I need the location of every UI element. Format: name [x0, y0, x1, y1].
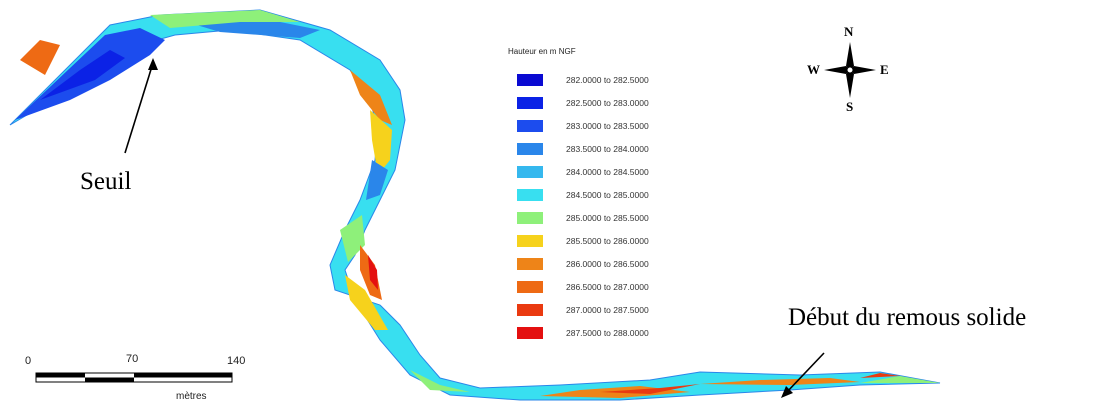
scale-tick-140: 140: [227, 355, 246, 367]
legend-swatch: [517, 212, 543, 224]
compass-east: E: [880, 62, 889, 77]
legend-label: 287.0000 to 287.5000: [566, 305, 649, 315]
remous-label: Début du remous solide: [788, 304, 1027, 331]
legend-swatch: [517, 327, 543, 339]
legend-label: 286.5000 to 287.0000: [566, 282, 649, 292]
legend-entry: 287.0000 to 287.5000: [517, 304, 717, 316]
legend-entry: 284.0000 to 284.5000: [517, 166, 717, 178]
legend-label: 286.0000 to 286.5000: [566, 259, 649, 269]
legend-swatch: [517, 120, 543, 132]
legend-swatch: [517, 304, 543, 316]
legend-entry: 282.5000 to 283.0000: [517, 97, 717, 109]
compass-south: S: [846, 99, 854, 114]
scale-bar: [35, 372, 233, 383]
legend-label: 282.5000 to 283.0000: [566, 98, 649, 108]
legend-label: 284.0000 to 284.5000: [566, 167, 649, 177]
legend-title: Hauteur en m NGF: [508, 47, 576, 56]
legend-entry: 283.0000 to 283.5000: [517, 120, 717, 132]
legend-swatch: [517, 166, 543, 178]
compass-north: N: [844, 24, 854, 39]
legend-label: 285.0000 to 285.5000: [566, 213, 649, 223]
legend-label: 284.5000 to 285.0000: [566, 190, 649, 200]
legend-label: 283.0000 to 283.5000: [566, 121, 649, 131]
legend-swatch: [517, 281, 543, 293]
scale-tick-0: 0: [25, 355, 32, 367]
remous-arrow: [785, 352, 825, 394]
seuil-label: Seuil: [80, 168, 132, 195]
legend-entry: 283.5000 to 284.0000: [517, 143, 717, 155]
legend-entry: 285.0000 to 285.5000: [517, 212, 717, 224]
legend-entry: 287.5000 to 288.0000: [517, 327, 717, 339]
compass-west: W: [807, 62, 820, 77]
legend-swatch: [517, 189, 543, 201]
legend-entry: 286.5000 to 287.0000: [517, 281, 717, 293]
legend-label: 287.5000 to 288.0000: [566, 328, 649, 338]
legend-swatch: [517, 74, 543, 86]
legend-entry: 284.5000 to 285.0000: [517, 189, 717, 201]
scale-tick-70: 70: [126, 353, 139, 365]
compass-rose-icon: [824, 42, 876, 98]
legend-label: 282.0000 to 282.5000: [566, 75, 649, 85]
legend-entry: 282.0000 to 282.5000: [517, 74, 717, 86]
seuil-arrow: [124, 62, 154, 154]
legend-swatch: [517, 143, 543, 155]
legend-swatch: [517, 235, 543, 247]
legend-label: 285.5000 to 286.0000: [566, 236, 649, 246]
legend-swatch: [517, 258, 543, 270]
legend-entry: 286.0000 to 286.5000: [517, 258, 717, 270]
legend-entry: 285.5000 to 286.0000: [517, 235, 717, 247]
legend-label: 283.5000 to 284.0000: [566, 144, 649, 154]
legend-swatch: [517, 97, 543, 109]
scale-unit: mètres: [176, 391, 207, 402]
